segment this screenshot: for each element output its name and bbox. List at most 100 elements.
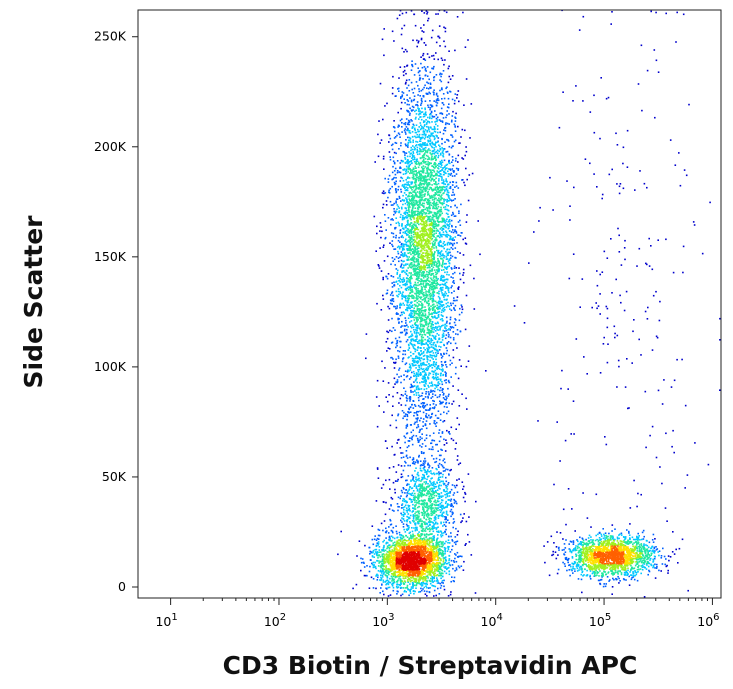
scatter-point [425,415,427,417]
scatter-point [409,588,412,591]
scatter-point [436,368,438,370]
scatter-point [437,99,440,102]
scatter-point [438,268,441,270]
scatter-point [665,432,667,435]
scatter-point [432,344,434,346]
scatter-point [427,339,430,341]
scatter-point [604,532,607,534]
scatter-point [403,183,406,186]
scatter-point [682,245,685,248]
scatter-point [398,584,401,586]
scatter-point [403,252,406,254]
scatter-point [404,299,407,302]
scatter-point [447,380,450,383]
scatter-point [443,566,445,568]
scatter-point [431,477,433,479]
scatter-point [414,129,416,131]
scatter-point [593,131,596,134]
scatter-point [419,354,421,357]
scatter-point [406,511,409,513]
scatter-point [437,308,439,311]
scatter-point [636,536,638,539]
scatter-point [442,242,445,245]
scatter-point [419,429,421,432]
scatter-point [356,555,358,557]
scatter-point [638,544,641,546]
scatter-point [436,577,438,579]
scatter-point [397,318,399,321]
scatter-point [432,293,435,296]
scatter-point [434,384,436,386]
scatter-point [414,287,416,289]
scatter-point [411,154,414,156]
scatter-point [437,301,440,304]
scatter-point [436,186,438,189]
scatter-point [404,460,406,463]
scatter-point [428,303,430,305]
scatter-point [408,168,410,171]
scatter-point [438,593,441,595]
scatter-point [392,204,394,206]
scatter-point [448,328,450,330]
scatter-point [375,539,378,541]
scatter-point [632,576,635,578]
scatter-point [447,260,450,263]
scatter-point [413,480,415,482]
scatter-point [394,383,396,385]
scatter-point [426,93,428,95]
scatter-point [631,576,633,579]
scatter-point [456,296,459,298]
scatter-point [412,590,415,592]
scatter-point [461,128,464,131]
scatter-point [404,393,407,395]
scatter-point [436,340,439,343]
scatter-point [445,513,448,515]
scatter-point [390,263,392,266]
scatter-point [408,507,411,510]
scatter-point [432,403,435,405]
scatter-point [442,148,445,150]
scatter-point [424,112,427,115]
scatter-point [614,569,617,572]
scatter-point [382,546,385,549]
scatter-point [397,505,399,508]
scatter-point [450,286,452,289]
scatter-point [437,167,439,169]
scatter-point [418,399,420,402]
scatter-point [561,369,563,372]
scatter-point [396,583,399,586]
scatter-point [407,278,409,280]
scatter-point [441,292,443,294]
scatter-point [452,326,455,329]
scatter-point [464,154,466,157]
scatter-point [568,569,571,571]
scatter-point [435,348,437,351]
scatter-point [382,380,385,382]
scatter-point [392,358,394,360]
scatter-point [423,363,425,365]
scatter-point [422,165,425,167]
scatter-point [461,311,463,314]
scatter-point [438,290,440,293]
scatter-point [574,568,576,570]
scatter-point [454,215,457,217]
scatter-point [435,155,437,157]
scatter-point [424,146,427,149]
scatter-point [619,294,621,297]
scatter-point [430,325,433,327]
scatter-point [423,371,426,373]
scatter-point [450,146,453,149]
scatter-point [394,329,396,331]
scatter-point [453,267,456,269]
scatter-point [603,533,605,536]
scatter-point [363,566,366,568]
scatter-point [431,121,433,123]
scatter-point [437,171,439,174]
scatter-point [444,282,446,285]
scatter-point [452,188,454,191]
scatter-point [454,299,456,302]
scatter-point [416,356,419,358]
scatter-point [406,212,409,214]
scatter-point [455,527,457,530]
scatter-point [397,295,399,298]
